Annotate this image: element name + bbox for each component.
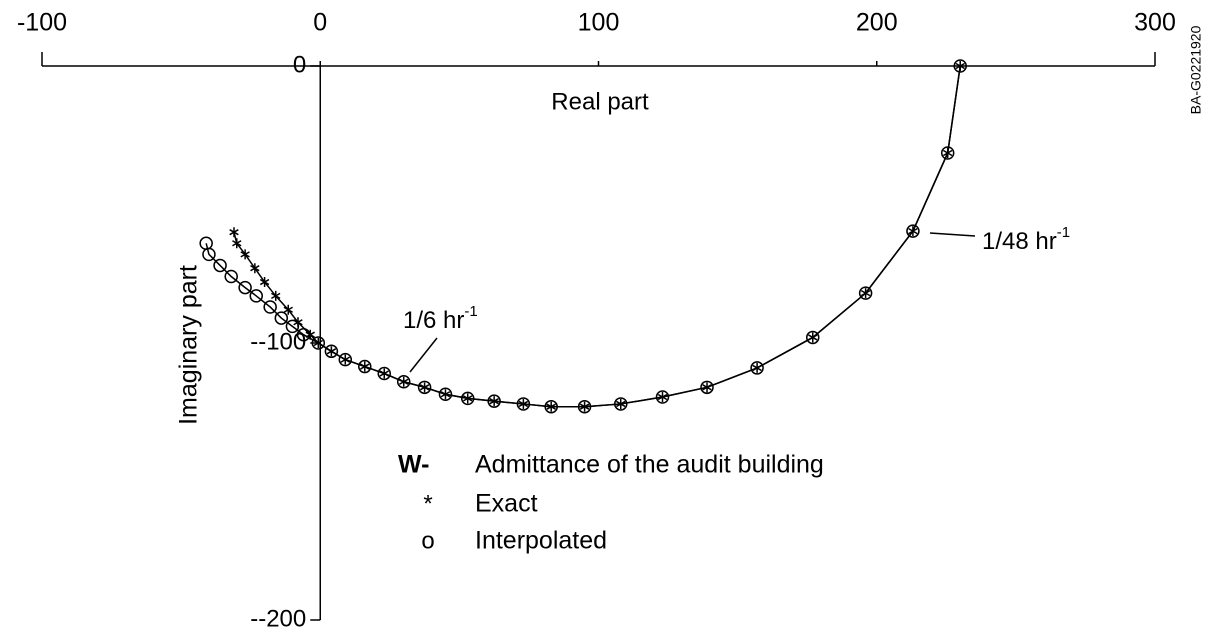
point-interpolated: [750, 361, 764, 375]
annotation-sup: -1: [464, 303, 477, 320]
point-interpolated: [199, 236, 213, 251]
side-label: BA-G0221920: [1188, 25, 1204, 114]
point-exact: [379, 368, 389, 379]
point-interpolated: [417, 380, 432, 395]
point-exact: [360, 361, 370, 372]
point-interpolated: [906, 224, 920, 238]
point-interpolated: [487, 394, 501, 408]
point-interpolated: [544, 399, 558, 414]
point-exact: [259, 277, 270, 288]
point-interpolated: [285, 319, 300, 334]
point-interpolated: [296, 327, 311, 342]
annotation-sup: -1: [1057, 224, 1070, 241]
leader-line: [409, 337, 438, 373]
legend-title: Admittance of the audit building: [475, 451, 824, 479]
legend-symbol: *: [423, 490, 432, 517]
point-interpolated: [953, 59, 967, 73]
legend-label: Interpolated: [475, 527, 607, 555]
legend-title-symbol: W-: [398, 451, 429, 479]
point-interpolated: [274, 311, 289, 325]
point-interpolated: [311, 336, 326, 350]
point-interpolated: [213, 258, 227, 273]
point-exact: [399, 376, 409, 387]
point-interpolated: [377, 366, 391, 381]
series-line: [205, 65, 961, 408]
point-exact: [616, 398, 626, 409]
annotation-text: 1/48 hr: [982, 228, 1057, 255]
point-interpolated: [614, 397, 628, 411]
point-interpolated: [238, 280, 252, 295]
point-exact: [702, 382, 712, 393]
y-tick-label: --200: [250, 605, 306, 629]
legend-label: Exact: [475, 490, 538, 518]
point-interpolated: [324, 344, 339, 359]
point-interpolated: [806, 330, 820, 345]
point-exact: [579, 401, 590, 412]
point-exact: [908, 226, 918, 237]
point-exact: [271, 290, 281, 301]
point-exact: [283, 304, 293, 315]
point-interpolated: [516, 397, 531, 411]
point-exact: [440, 389, 451, 400]
point-exact: [955, 61, 965, 71]
y-axis-label: Imaginary part: [175, 265, 203, 425]
point-exact: [657, 392, 668, 403]
annotation: 1/48 hr-1: [982, 224, 1070, 255]
point-interpolated: [655, 390, 670, 404]
x-tick-label: -100: [17, 9, 67, 37]
point-exact: [808, 332, 818, 343]
point-exact: [240, 249, 250, 260]
point-exact: [419, 382, 430, 393]
point-exact: [340, 354, 350, 365]
series-line: [233, 65, 961, 408]
x-tick-label: 100: [578, 9, 620, 37]
point-interpolated: [338, 352, 353, 367]
point-interpolated: [438, 387, 453, 401]
point-interpolated: [460, 391, 475, 406]
point-interpolated: [358, 359, 372, 374]
annotation-text: 1/6 hr: [403, 307, 464, 334]
legend-symbol: o: [421, 527, 434, 554]
point-interpolated: [224, 269, 238, 284]
point-exact: [752, 362, 762, 373]
y-tick-label: --100: [250, 328, 306, 355]
point-exact: [250, 263, 260, 274]
annotation: 1/6 hr-1: [403, 303, 478, 334]
leader-line: [929, 232, 976, 237]
y-tick-label: 0: [293, 51, 306, 78]
point-exact: [518, 398, 529, 409]
point-interpolated: [249, 289, 264, 303]
x-tick-label: 0: [313, 9, 327, 37]
point-exact: [942, 147, 953, 158]
x-axis-label: Real part: [551, 88, 649, 115]
point-exact: [232, 238, 242, 249]
x-tick-label: 300: [1134, 9, 1176, 37]
point-interpolated: [700, 380, 714, 395]
point-exact: [546, 401, 556, 412]
point-exact: [313, 338, 324, 348]
point-interpolated: [263, 300, 277, 314]
point-interpolated: [396, 375, 411, 389]
point-exact: [326, 346, 337, 357]
point-exact: [489, 396, 499, 407]
point-interpolated: [940, 146, 955, 160]
x-tick-label: 200: [856, 9, 898, 37]
point-interpolated: [577, 399, 592, 414]
point-exact: [229, 227, 239, 238]
point-interpolated: [858, 286, 873, 300]
point-exact: [463, 393, 473, 404]
point-exact: [860, 288, 871, 299]
